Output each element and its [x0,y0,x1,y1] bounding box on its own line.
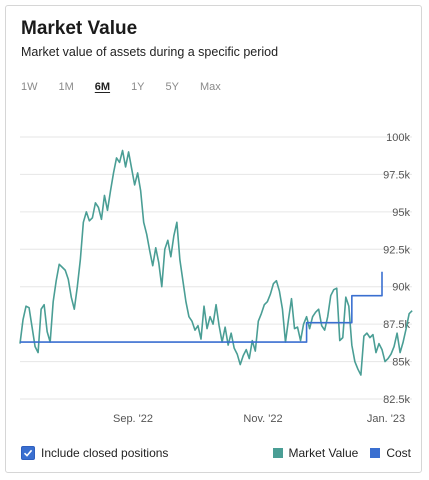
legend-swatch-cost [370,448,381,458]
cost-line [20,271,383,343]
y-tick-label: 82.5k [383,394,410,406]
x-tick-label: Sep. '22 [113,413,153,425]
y-tick-label: 85k [392,357,410,369]
legend-item-market-value[interactable]: Market Value [272,446,359,460]
y-tick-label: 87.5k [383,319,410,331]
y-tick-label: 90k [392,282,410,294]
include-closed-toggle[interactable]: Include closed positions [21,446,168,460]
range-tab-5y[interactable]: 5Y [165,81,179,93]
y-tick-label: 92.5k [383,244,410,256]
include-closed-label: Include closed positions [41,446,169,460]
range-tab-1w[interactable]: 1W [21,81,38,93]
market-value-line [19,149,413,376]
card-subtitle: Market value of assets during a specific… [21,45,279,59]
legend-swatch-market-value [272,448,283,458]
x-tick-label: Nov. '22 [243,413,282,425]
y-tick-label: 100k [386,132,410,144]
range-tab-6m[interactable]: 6M [94,81,111,93]
y-tick-label: 95k [392,207,410,219]
market-value-chart: 82.5k 85k 87.5k 90k 92.5k 95k 97.5k 100k Sep. '2… [19,132,413,425]
range-tab-max[interactable]: Max [200,81,221,93]
card-title: Market Value [21,18,138,39]
include-closed-checkbox[interactable] [21,446,35,460]
chart-legend: Market Value Cost [261,446,411,460]
y-tick-label: 97.5k [383,169,410,181]
legend-label-market-value: Market Value [288,446,359,460]
x-tick-label: Jan. '23 [367,413,405,425]
chart-footer: Include closed positions Market Value Co… [21,446,411,466]
range-tab-1m[interactable]: 1M [58,81,74,93]
legend-item-cost[interactable]: Cost [370,446,411,460]
market-value-card: Market Value Market value of assets duri… [5,5,422,473]
range-tab-1y[interactable]: 1Y [131,81,145,93]
checkmark-icon [23,449,33,457]
legend-label-cost: Cost [386,446,411,460]
time-range-selector: 1W 1M 6M 1Y 5Y Max [21,81,242,93]
